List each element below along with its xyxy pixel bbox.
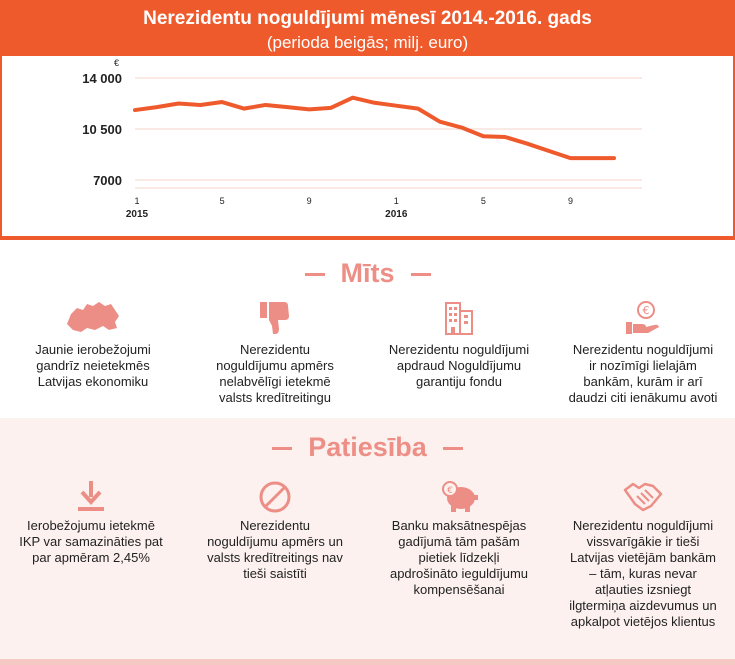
latvia-map-icon xyxy=(8,300,178,334)
x-year-label: 2016 xyxy=(385,209,408,220)
y-tick-label: 10 500 xyxy=(82,122,122,137)
x-tick-label: 9 xyxy=(568,196,573,206)
data-point xyxy=(221,101,223,103)
truth-card-4-line-1: Nerezidentu noguldījumi xyxy=(572,518,714,533)
data-point xyxy=(482,135,484,137)
truth-card-3-line-5: kompensēšanai xyxy=(413,582,505,597)
series-line xyxy=(133,95,616,161)
data-point xyxy=(352,97,354,99)
truth-card-1-line-1: Ierobežojumu ietekmē xyxy=(27,518,155,533)
truth-section: Patiesība Ierobežojumu ietekmē IKP var s… xyxy=(0,418,735,665)
myth-heading-text: Mīts xyxy=(340,258,395,288)
download-icon xyxy=(6,480,176,512)
myth-card-3-line-1: Nerezidentu noguldījumi xyxy=(388,342,530,357)
truth-card-4-line-4: – tām, kuras nevar xyxy=(589,566,697,581)
truth-card-3-line-3: pietiek līdzekļi xyxy=(418,550,500,565)
chart-subtitle: (perioda beigās; milj. euro) xyxy=(266,33,469,52)
bottom-band xyxy=(0,659,735,665)
x-tick-label: 5 xyxy=(481,196,486,206)
data-point xyxy=(548,150,550,152)
truth-card-4-line-6: ilgtermiņa aizdevumus un xyxy=(569,598,717,613)
euro-hand-icon: € xyxy=(558,300,728,336)
myth-card-2-line-3: nelabvēlīgi ietekmē xyxy=(219,374,331,389)
y-tick-label: 14 000 xyxy=(82,71,122,86)
heading-dash-right xyxy=(442,447,463,451)
data-point xyxy=(526,143,528,145)
data-point xyxy=(156,106,158,108)
data-point xyxy=(504,136,506,138)
x-tick-label: 9 xyxy=(307,196,312,206)
myth-card-1-line-3: Latvijas ekonomiku xyxy=(37,374,149,389)
truth-card-2-line-2: noguldījumu apmērs un xyxy=(207,534,343,549)
truth-card-4-line-7: apkalpot vietējos klientus xyxy=(570,614,716,629)
svg-text:€: € xyxy=(643,304,650,317)
chart-header: Nerezidentu noguldījumi mēnesī 2014.-201… xyxy=(0,0,735,240)
data-point xyxy=(417,108,419,110)
myth-card-4-line-2: ir nozīmīgi lielajām xyxy=(589,358,697,373)
x-tick-label: 5 xyxy=(220,196,225,206)
y-axis-unit: € xyxy=(114,58,119,68)
truth-card-4-line-2: vissvarīgākie ir tieši xyxy=(586,534,700,549)
truth-heading: Patiesība xyxy=(0,432,735,463)
y-tick-label: 7000 xyxy=(93,173,122,188)
data-point xyxy=(178,103,180,104)
myth-card-3-line-2: apdraud Noguldījumu xyxy=(396,358,522,373)
handshake-icon xyxy=(558,480,728,514)
data-point xyxy=(134,109,136,111)
x-tick-label: 1 xyxy=(134,196,139,206)
data-point xyxy=(265,104,267,106)
heading-dash-right xyxy=(410,273,431,277)
myth-heading: Mīts xyxy=(0,258,735,289)
truth-card-1-line-2: IKP var samazināties pat xyxy=(19,534,163,549)
data-point xyxy=(286,106,288,108)
myth-card-2-line-2: noguldījumu apmērs xyxy=(216,358,334,373)
truth-card-3-line-1: Banku maksātnespējas xyxy=(391,518,527,533)
data-point xyxy=(199,104,201,106)
data-point xyxy=(243,108,245,110)
prohibited-icon xyxy=(190,480,360,514)
data-point xyxy=(461,127,463,129)
truth-card-2-line-3: valsts kredītreitings nav xyxy=(207,550,343,565)
piggy-bank-icon: € xyxy=(374,480,544,514)
truth-card-4-line-3: Latvijas vietējām bankām xyxy=(570,550,716,565)
thumbs-down-icon xyxy=(190,300,360,336)
truth-card-3-line-4: apdrošināto ieguldījumu xyxy=(389,566,529,581)
myth-card-1-line-2: gandrīz neietekmēs xyxy=(36,358,150,373)
myth-card-3-line-3: garantiju fondu xyxy=(415,374,502,389)
data-point xyxy=(569,157,571,159)
myth-section: Mīts Jaunie ierobežojumi gandrīz neietek… xyxy=(0,240,735,418)
chart-title: Nerezidentu noguldījumi mēnesī 2014.-201… xyxy=(143,8,592,29)
data-point xyxy=(439,121,441,123)
myth-card-1-line-1: Jaunie ierobežojumi xyxy=(35,342,151,357)
x-year-label: 2015 xyxy=(126,209,149,220)
myth-card-2-line-4: valsts kredītreitingu xyxy=(219,390,331,405)
truth-card-1-line-3: par apmēram 2,45% xyxy=(32,550,150,565)
building-icon xyxy=(374,300,544,336)
line-chart: 14 000 10 500 7000 €1 2015 5 9 1 2016 5 9 xyxy=(82,58,642,220)
data-point xyxy=(591,157,593,159)
data-point xyxy=(308,108,310,110)
truth-card-2-line-1: Nerezidentu xyxy=(239,518,311,533)
x-tick-label: 1 xyxy=(394,196,399,206)
myth-card-4-line-4: daudzi citi ienākumu avoti xyxy=(568,390,718,405)
heading-dash-left xyxy=(304,273,325,277)
data-point xyxy=(395,105,397,107)
truth-card-3-line-2: gadījumā tām pašām xyxy=(398,534,520,549)
data-point xyxy=(330,107,332,109)
svg-text:€: € xyxy=(447,486,453,496)
heading-dash-left xyxy=(272,447,293,451)
truth-heading-text: Patiesība xyxy=(308,432,427,462)
data-point xyxy=(613,157,615,159)
myth-card-2-line-1: Nerezidentu xyxy=(239,342,311,357)
truth-card-2-line-4: tieši saistīti xyxy=(243,566,307,581)
myth-card-4-line-1: Nerezidentu noguldījumi xyxy=(572,342,714,357)
truth-card-4-line-5: atļauties izsniegt xyxy=(594,582,692,597)
data-point xyxy=(374,102,375,104)
myth-card-4-line-3: bankām, kurām ir arī xyxy=(583,374,703,389)
chart-area: 14 000 10 500 7000 €1 2015 5 9 1 2016 5 9 xyxy=(2,56,733,236)
